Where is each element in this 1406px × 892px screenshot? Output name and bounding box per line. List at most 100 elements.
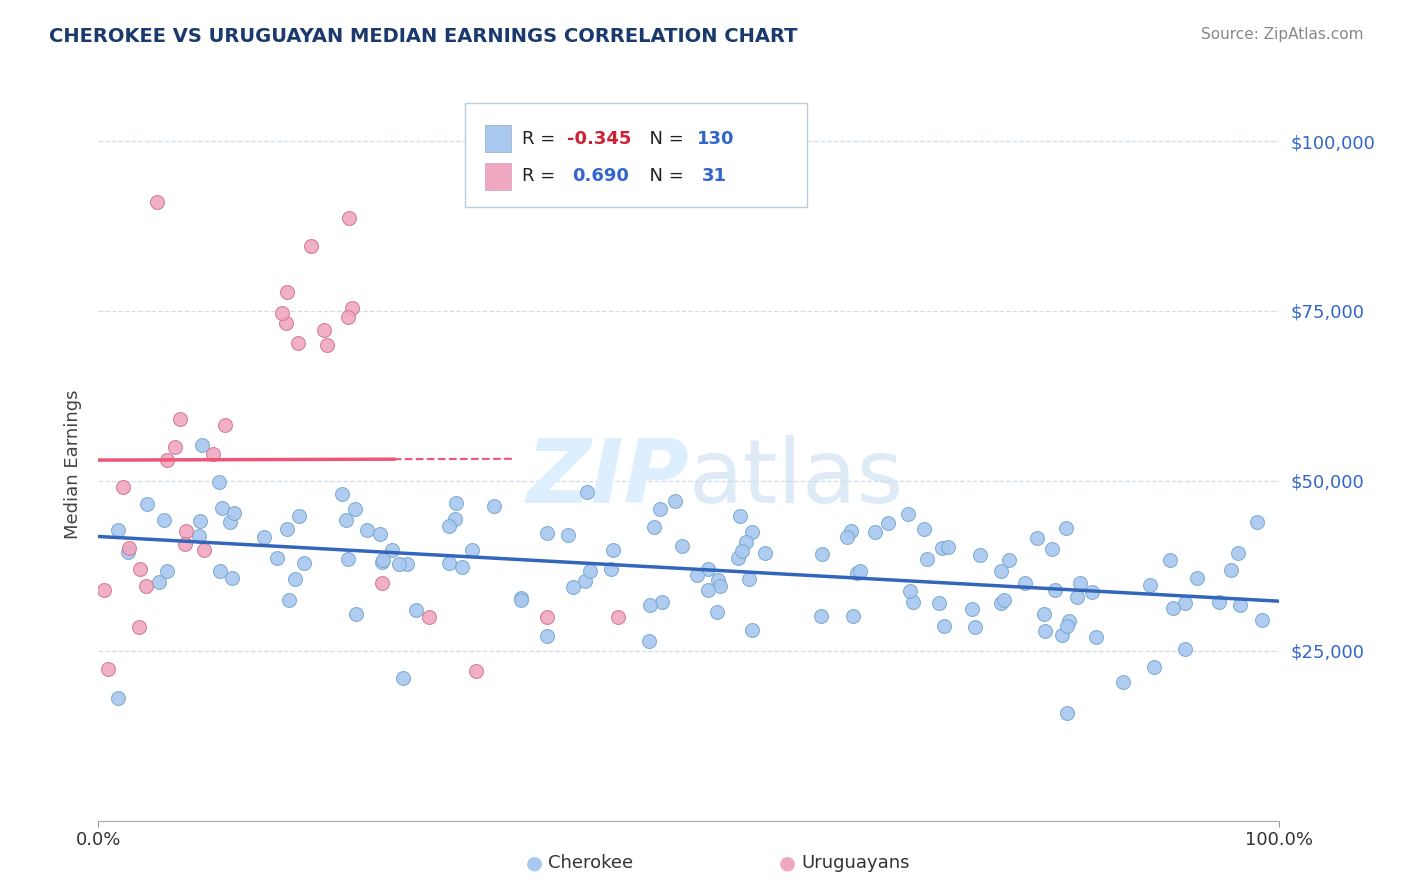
Point: [332, 487, 354, 501]
FancyBboxPatch shape: [464, 103, 807, 207]
Point: [418, 609, 440, 624]
Point: [845, 566, 868, 581]
Point: [112, 480, 135, 494]
Text: CHEROKEE VS URUGUAYAN MEDIAN EARNINGS CORRELATION CHART: CHEROKEE VS URUGUAYAN MEDIAN EARNINGS CO…: [49, 27, 797, 45]
Point: [1033, 607, 1056, 622]
Point: [93, 583, 115, 598]
Text: N =: N =: [638, 168, 696, 186]
Point: [536, 609, 558, 624]
Point: [387, 557, 409, 571]
Point: [738, 572, 761, 586]
Point: [342, 301, 364, 315]
Point: [1026, 532, 1049, 546]
Point: [97, 662, 120, 676]
Point: [371, 553, 394, 567]
Point: [1229, 598, 1251, 612]
Point: [336, 310, 359, 324]
Point: [335, 513, 357, 527]
Point: [931, 541, 953, 556]
Point: [155, 452, 177, 467]
Point: [928, 596, 950, 610]
Point: [118, 541, 141, 555]
Point: [461, 542, 484, 557]
Point: [135, 497, 157, 511]
Point: [209, 564, 232, 578]
Text: 31: 31: [702, 168, 727, 186]
Point: [686, 567, 709, 582]
Point: [1161, 600, 1184, 615]
Point: [607, 609, 630, 624]
Point: [107, 523, 129, 537]
Point: [1081, 584, 1104, 599]
Point: [1066, 590, 1088, 604]
Point: [174, 524, 197, 538]
Point: [207, 475, 229, 490]
Point: [835, 530, 858, 544]
Point: [1143, 660, 1166, 674]
Y-axis label: Median Earnings: Median Earnings: [63, 389, 82, 539]
Point: [276, 316, 298, 330]
Point: [1174, 641, 1197, 656]
Point: [651, 595, 673, 609]
Point: [156, 564, 179, 578]
Point: [648, 501, 671, 516]
Point: [437, 519, 460, 533]
Text: Cherokee: Cherokee: [548, 855, 634, 872]
Point: [368, 526, 391, 541]
FancyBboxPatch shape: [485, 125, 510, 153]
Point: [877, 516, 900, 531]
Text: N =: N =: [638, 130, 690, 148]
Point: [839, 524, 862, 539]
Point: [557, 528, 579, 542]
Point: [865, 525, 887, 540]
Point: [1014, 575, 1036, 590]
Point: [1174, 596, 1197, 610]
Point: [1219, 563, 1241, 577]
Point: [278, 592, 301, 607]
FancyBboxPatch shape: [485, 163, 510, 190]
Text: ●: ●: [526, 854, 543, 872]
Point: [842, 609, 865, 624]
Point: [1226, 546, 1249, 560]
Point: [998, 552, 1021, 566]
Point: [643, 520, 665, 534]
Point: [135, 579, 157, 593]
Point: [849, 565, 872, 579]
Point: [600, 562, 623, 576]
Point: [735, 535, 758, 549]
Point: [1052, 628, 1074, 642]
Point: [741, 624, 763, 638]
Point: [284, 572, 307, 586]
Point: [671, 539, 693, 553]
Point: [1057, 614, 1080, 628]
Point: [993, 592, 1015, 607]
Point: [1035, 624, 1057, 639]
Point: [536, 526, 558, 541]
Point: [509, 591, 531, 606]
Point: [1251, 613, 1274, 627]
Point: [482, 499, 505, 513]
Point: [444, 496, 467, 510]
Point: [903, 595, 925, 609]
Point: [222, 506, 245, 520]
Point: [371, 555, 394, 569]
Text: Uruguayans: Uruguayans: [801, 855, 910, 872]
Point: [395, 557, 418, 571]
Point: [1043, 583, 1066, 598]
Point: [697, 582, 720, 597]
Point: [391, 671, 413, 685]
Point: [371, 575, 394, 590]
Point: [709, 579, 731, 593]
Point: [990, 596, 1012, 610]
Point: [270, 306, 292, 320]
Point: [117, 545, 139, 559]
Point: [938, 540, 960, 554]
Point: [173, 537, 195, 551]
Point: [451, 559, 474, 574]
Point: [1054, 521, 1077, 535]
Point: [146, 195, 169, 210]
Point: [336, 552, 359, 566]
Point: [1159, 553, 1181, 567]
Point: [536, 629, 558, 643]
Point: [465, 664, 488, 678]
